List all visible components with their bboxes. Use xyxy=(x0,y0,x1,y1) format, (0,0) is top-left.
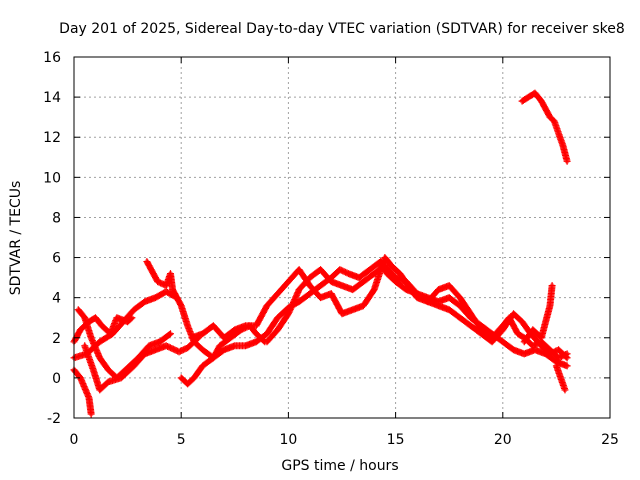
data-series-track-g xyxy=(177,258,571,388)
y-axis-label: SDTVAR / TECUs xyxy=(8,181,24,296)
data-series-track-i xyxy=(263,262,571,362)
data-series-track-k xyxy=(552,362,569,394)
series-layer xyxy=(70,89,571,418)
y-tick-label: 14 xyxy=(43,90,61,106)
y-tick-label: 16 xyxy=(43,50,61,66)
y-tick-label: 6 xyxy=(52,251,61,267)
x-tick-label: 25 xyxy=(601,432,619,448)
y-tick-label: 10 xyxy=(43,170,61,186)
data-series-track-h xyxy=(188,254,571,362)
data-series-track-j xyxy=(520,282,556,346)
y-tick-label: 0 xyxy=(52,371,61,387)
y-tick-label: 12 xyxy=(43,130,61,146)
axis-layer: -2 0 2 4 6 8 10 12 14 16 0 5 10 15 20 25 xyxy=(43,50,619,448)
x-axis-label: GPS time / hours xyxy=(281,458,398,474)
x-tick-label: 5 xyxy=(177,432,186,448)
plus-markers xyxy=(552,362,569,394)
x-tick-label: 10 xyxy=(279,432,297,448)
series-trace xyxy=(264,263,570,361)
plus-markers xyxy=(518,89,571,165)
plot-frame xyxy=(73,56,611,419)
x-tick-label: 15 xyxy=(387,432,405,448)
data-series-track-d xyxy=(70,366,95,418)
plus-markers xyxy=(188,254,571,362)
plus-markers xyxy=(263,262,571,362)
x-tick-label: 0 xyxy=(70,432,79,448)
data-series-track-l xyxy=(518,89,571,165)
grid-layer xyxy=(74,57,610,418)
plus-markers xyxy=(81,334,202,394)
y-tick-label: -2 xyxy=(47,411,61,427)
chart-title: Day 201 of 2025, Sidereal Day-to-day VTE… xyxy=(59,21,625,37)
y-tick-label: 2 xyxy=(52,331,61,347)
y-tick-label: 8 xyxy=(52,210,61,226)
plus-markers xyxy=(520,282,556,346)
y-tick-label: 4 xyxy=(52,291,61,307)
x-tick-label: 20 xyxy=(494,432,512,448)
data-series-track-e xyxy=(81,334,202,394)
